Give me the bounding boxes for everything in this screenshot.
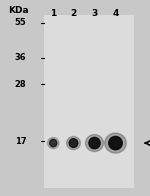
Text: 2: 2 — [70, 9, 77, 18]
Text: 28: 28 — [15, 80, 26, 89]
Ellipse shape — [48, 138, 59, 149]
Text: 3: 3 — [91, 9, 98, 18]
Ellipse shape — [67, 136, 80, 150]
Ellipse shape — [89, 137, 100, 149]
Ellipse shape — [50, 139, 57, 147]
Text: 36: 36 — [15, 53, 26, 62]
Ellipse shape — [105, 133, 126, 153]
Text: 55: 55 — [15, 18, 26, 27]
Text: 17: 17 — [15, 137, 26, 146]
Text: 1: 1 — [50, 9, 56, 18]
Ellipse shape — [85, 134, 103, 152]
Ellipse shape — [109, 136, 122, 150]
Ellipse shape — [69, 139, 78, 148]
Text: KDa: KDa — [8, 6, 28, 15]
Text: 4: 4 — [112, 9, 119, 18]
FancyBboxPatch shape — [44, 15, 134, 188]
